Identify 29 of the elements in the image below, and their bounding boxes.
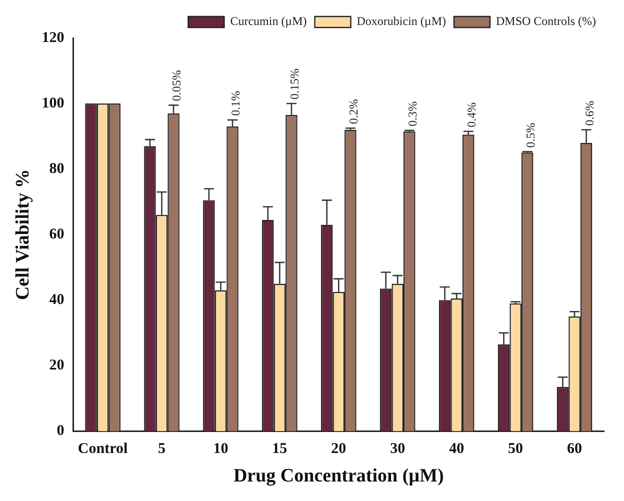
y-tick-label: 80 bbox=[49, 160, 64, 177]
x-tick-label: 60 bbox=[567, 441, 582, 458]
legend-label: Doxorubicin (µM) bbox=[356, 14, 446, 28]
x-tick-label: 15 bbox=[272, 441, 288, 458]
annotation: 0.5% bbox=[524, 122, 538, 148]
annotation: 0.15% bbox=[288, 68, 302, 100]
y-tick-label: 120 bbox=[42, 30, 64, 46]
legend-label: Curcumin (µM) bbox=[230, 14, 307, 28]
x-tick-label: 5 bbox=[158, 441, 166, 458]
x-tick-label: 20 bbox=[331, 441, 346, 458]
y-tick-label: 20 bbox=[49, 358, 64, 374]
annotation: 0.3% bbox=[406, 101, 420, 126]
annotation: 0.1% bbox=[228, 90, 243, 116]
x-tick-label: Control bbox=[78, 441, 128, 458]
x-tick-label: 10 bbox=[213, 441, 228, 458]
x-axis-title: Drug Concentration (µM) bbox=[233, 466, 444, 487]
y-tick-label: 60 bbox=[49, 226, 64, 242]
annotation: 0.2% bbox=[346, 99, 361, 124]
legend-label: DMSO Controls (%) bbox=[496, 14, 596, 28]
y-tick-label: 0 bbox=[56, 423, 64, 440]
x-tick-label: 40 bbox=[449, 441, 464, 458]
annotation: 0.05% bbox=[170, 70, 184, 102]
annotation: 0.6% bbox=[582, 100, 596, 126]
y-tick-label: 100 bbox=[42, 95, 64, 112]
y-tick-label: 40 bbox=[49, 292, 64, 308]
y-axis-title: Cell Viability % bbox=[12, 169, 34, 300]
x-tick-label: 50 bbox=[508, 441, 524, 458]
x-tick-label: 30 bbox=[390, 441, 406, 458]
annotation: 0.4% bbox=[464, 102, 479, 128]
